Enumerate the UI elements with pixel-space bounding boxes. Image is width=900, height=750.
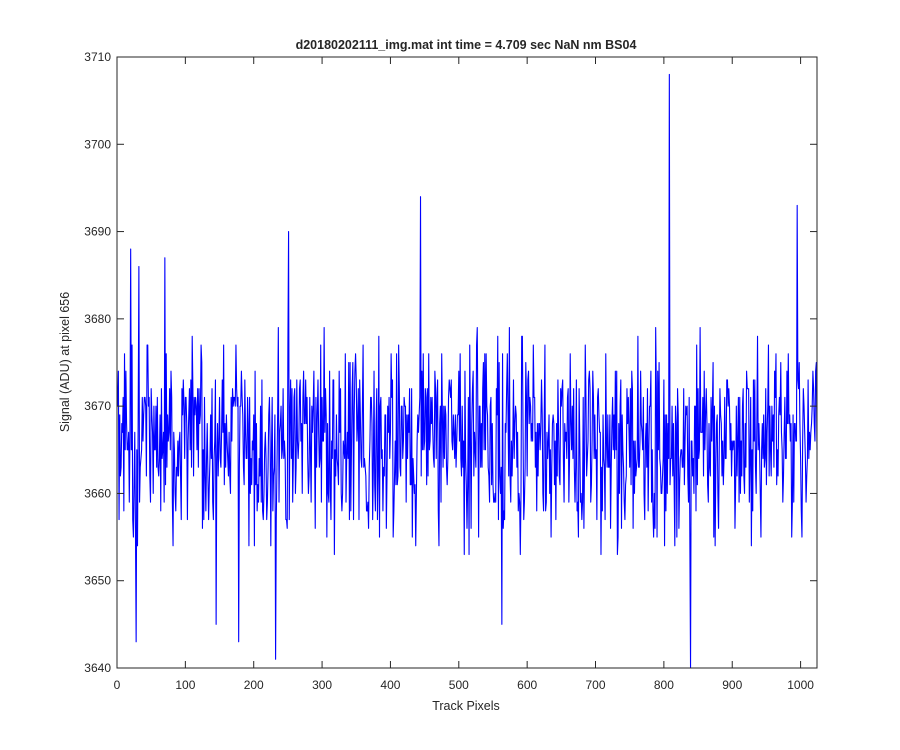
x-tick-label: 200 (244, 678, 264, 692)
x-axis-title: Track Pixels (432, 699, 500, 713)
x-tick-label: 1000 (787, 678, 814, 692)
signal-series-line (117, 73, 818, 669)
y-axis-title: Signal (ADU) at pixel 656 (58, 292, 72, 432)
x-tick-label: 100 (175, 678, 195, 692)
x-tick-label: 900 (722, 678, 742, 692)
y-axis: 3640 3650 3660 3670 3680 3690 3700 3710 (84, 50, 817, 675)
y-tick-label: 3660 (84, 486, 111, 500)
y-tick-label: 3670 (84, 399, 111, 413)
plot-frame (116, 56, 818, 669)
x-tick-label: 600 (517, 678, 537, 692)
x-tick-label: 0 (114, 678, 121, 692)
y-tick-label: 3710 (84, 50, 111, 64)
x-tick-label: 400 (380, 678, 400, 692)
x-tick-label: 300 (312, 678, 332, 692)
x-tick-label: 800 (654, 678, 674, 692)
plot-area (117, 73, 818, 669)
y-tick-label: 3700 (84, 137, 111, 151)
x-tick-label: 700 (586, 678, 606, 692)
y-tick-label: 3690 (84, 225, 111, 239)
y-tick-label: 3650 (84, 574, 111, 588)
chart-title: d20180202111_img.mat int time = 4.709 se… (296, 38, 637, 52)
x-tick-label: 500 (449, 678, 469, 692)
y-tick-label: 3640 (84, 661, 111, 675)
x-axis: 0 100 200 300 400 500 600 700 800 900 1000 (114, 57, 814, 692)
y-tick-label: 3680 (84, 312, 111, 326)
